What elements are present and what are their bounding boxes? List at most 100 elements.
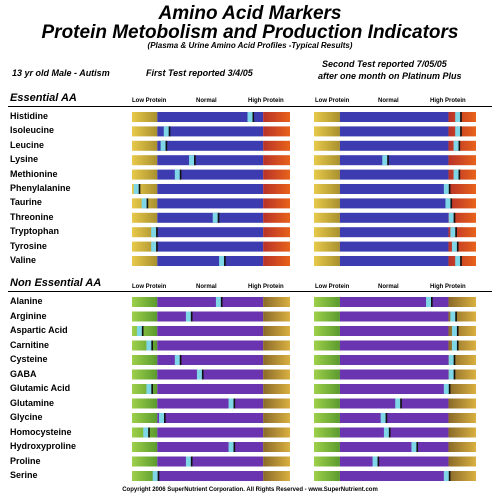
bar-low-second-tryptophan	[314, 227, 340, 238]
chart-title: Amino Acid Markers	[158, 3, 342, 24]
label-arginine: Arginine	[10, 310, 47, 321]
marker-edge-first-glutamic-acid	[151, 384, 153, 394]
bar-high-first-lysine	[263, 155, 290, 166]
bar-normal-first-methionine	[157, 169, 264, 180]
bar-high-second-taurine	[448, 198, 476, 209]
label-cysteine: Cysteine	[10, 354, 48, 364]
marker-edge-first-homocysteine	[148, 427, 150, 438]
marker-first-taurine	[141, 198, 147, 209]
marker-edge-second-gaba	[453, 369, 456, 380]
bar-high-second-isoleucine	[448, 126, 476, 137]
marker-edge-first-phenylalanine	[138, 184, 141, 194]
bar-low-first-threonine	[132, 212, 158, 223]
bar-low-second-cysteine	[314, 355, 340, 365]
marker-first-cysteine	[174, 355, 180, 365]
marker-second-leucine	[453, 140, 459, 151]
marker-second-alanine	[426, 297, 432, 307]
marker-first-hydroxyproline	[228, 442, 234, 452]
bar-high-second-methionine	[448, 169, 476, 180]
bar-normal-first-alanine	[157, 297, 264, 307]
bar-normal-second-phenylalanine	[339, 184, 449, 194]
bar-low-first-leucine	[132, 140, 158, 151]
bar-normal-first-hydroxyproline	[157, 442, 264, 452]
bar-low-second-serine	[314, 471, 340, 481]
bar-low-first-proline	[132, 456, 158, 467]
marker-edge-first-tyrosine	[156, 241, 158, 252]
bar-normal-first-serine	[157, 471, 264, 481]
scale-high-left-2: High Protein	[248, 284, 284, 290]
section-essential: Essential AA	[10, 92, 77, 104]
bar-low-first-valine	[132, 256, 158, 266]
bar-normal-first-gaba	[157, 369, 264, 380]
bar-high-second-tyrosine	[448, 241, 476, 252]
marker-first-threonine	[212, 212, 218, 223]
marker-first-lysine	[189, 155, 195, 166]
scale-normal-right-2: Normal	[378, 284, 399, 290]
bar-low-first-glutamic-acid	[132, 384, 158, 394]
marker-edge-first-gaba	[201, 369, 204, 380]
footer-copyright: Copyright 2006 SuperNutrient Corporation…	[122, 487, 378, 493]
marker-edge-second-homocysteine	[388, 427, 391, 438]
bar-low-second-gaba	[314, 369, 340, 380]
bar-high-first-threonine	[263, 212, 290, 223]
label-glutamine: Glutamine	[10, 397, 55, 408]
bar-high-first-gaba	[263, 369, 290, 380]
bar-low-first-tyrosine	[132, 241, 158, 252]
marker-first-arginine	[185, 311, 191, 322]
marker-second-threonine	[448, 212, 454, 223]
label-alanine: Alanine	[10, 296, 43, 306]
bar-normal-second-glutamic-acid	[339, 384, 449, 394]
scale-low-left-2: Low Protein	[132, 284, 167, 290]
nonessential-divider	[8, 291, 492, 292]
bar-high-second-alanine	[448, 297, 476, 307]
bar-low-first-alanine	[132, 297, 158, 307]
marker-first-glutamine	[228, 398, 234, 409]
marker-first-isoleucine	[163, 126, 169, 137]
marker-edge-first-cysteine	[179, 355, 182, 365]
marker-edge-first-histidine	[252, 112, 255, 122]
bar-normal-first-histidine	[157, 112, 264, 122]
marker-edge-second-cysteine	[453, 355, 456, 365]
bar-normal-first-homocysteine	[157, 427, 264, 438]
bar-high-second-leucine	[448, 140, 476, 151]
bar-high-first-cysteine	[263, 355, 290, 365]
bar-high-second-proline	[448, 456, 476, 467]
bar-normal-first-tyrosine	[157, 241, 264, 252]
bar-normal-first-glutamine	[157, 398, 264, 409]
bar-high-second-lysine	[448, 155, 476, 166]
bar-high-first-valine	[263, 256, 290, 266]
bar-high-second-histidine	[448, 112, 476, 122]
marker-second-homocysteine	[383, 427, 389, 438]
label-glycine: Glycine	[10, 412, 43, 422]
bar-high-second-gaba	[448, 369, 476, 380]
essential-divider	[8, 106, 492, 107]
scale-low-right: Low Protein	[315, 98, 350, 104]
marker-second-tyrosine	[451, 241, 457, 252]
marker-second-proline	[372, 456, 378, 467]
bar-high-first-glutamine	[263, 398, 290, 409]
marker-edge-first-isoleucine	[168, 126, 171, 137]
bar-normal-first-taurine	[157, 198, 264, 209]
scale-low-right-2: Low Protein	[315, 284, 350, 290]
bar-normal-first-isoleucine	[157, 126, 264, 137]
marker-edge-second-tryptophan	[455, 227, 457, 238]
bar-high-first-glycine	[263, 413, 290, 423]
bar-high-second-phenylalanine	[448, 184, 476, 194]
marker-edge-first-valine	[224, 256, 226, 266]
label-leucine: Leucine	[10, 139, 45, 150]
marker-first-histidine	[247, 112, 253, 122]
marker-first-alanine	[215, 297, 221, 307]
bar-high-second-glycine	[448, 413, 476, 423]
bar-high-second-threonine	[448, 212, 476, 223]
marker-edge-first-hydroxyproline	[233, 442, 236, 452]
bar-normal-second-proline	[339, 456, 449, 467]
label-isoleucine: Isoleucine	[10, 125, 55, 136]
label-carnitine: Carnitine	[10, 339, 50, 350]
bar-high-first-phenylalanine	[263, 184, 290, 194]
bar-normal-first-glutamic-acid	[157, 384, 264, 394]
label-tyrosine: Tyrosine	[10, 240, 47, 251]
bar-high-first-tryptophan	[263, 227, 290, 238]
bar-high-second-aspartic-acid	[448, 326, 476, 336]
marker-second-gaba	[448, 369, 454, 380]
bar-low-first-glycine	[132, 413, 158, 423]
